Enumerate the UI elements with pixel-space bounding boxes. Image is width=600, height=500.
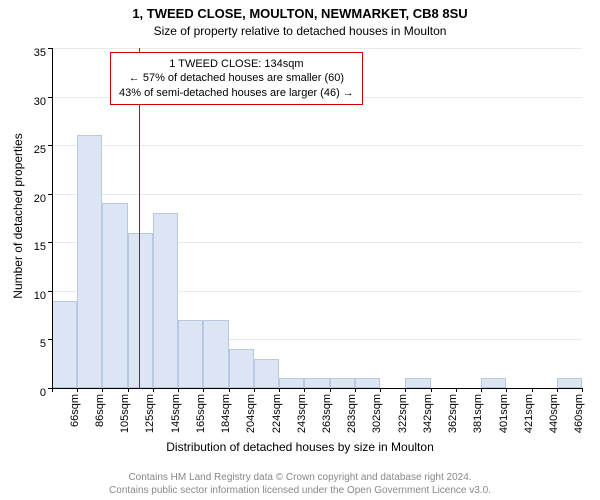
histogram-bar — [128, 233, 153, 388]
annotation-line: 1 TWEED CLOSE: 134sqm — [119, 57, 354, 71]
annotation-box: 1 TWEED CLOSE: 134sqm← 57% of detached h… — [110, 52, 363, 105]
x-tick-label: 283sqm — [346, 394, 358, 433]
x-tick-label: 165sqm — [195, 394, 207, 433]
x-tick-label: 105sqm — [119, 394, 131, 433]
x-axis-label: Distribution of detached houses by size … — [0, 440, 600, 454]
x-tick-label: 401sqm — [498, 394, 510, 433]
x-tick-label: 460sqm — [573, 394, 585, 433]
x-tick-label: 66sqm — [69, 394, 81, 427]
y-tick-label: 0 — [40, 387, 46, 399]
y-tick-label: 25 — [34, 144, 46, 156]
y-tick-label: 5 — [40, 338, 46, 350]
x-tick-label: 421sqm — [523, 394, 535, 433]
histogram-bar — [153, 213, 178, 388]
histogram-bar — [229, 349, 254, 388]
x-tick-label: 145sqm — [170, 394, 182, 433]
x-tick-label: 125sqm — [144, 394, 156, 433]
histogram-bar — [355, 378, 380, 388]
x-tick-label: 440sqm — [548, 394, 560, 433]
x-tick-label: 362sqm — [447, 394, 459, 433]
histogram-bar — [330, 378, 355, 388]
histogram-bar — [52, 301, 77, 388]
chart-title-main: 1, TWEED CLOSE, MOULTON, NEWMARKET, CB8 … — [0, 6, 600, 21]
chart-container: { "chart": { "type": "histogram", "title… — [0, 0, 600, 500]
histogram-bar — [279, 378, 304, 388]
chart-title-sub: Size of property relative to detached ho… — [0, 24, 600, 38]
histogram-bar — [557, 378, 582, 388]
annotation-line: 43% of semi-detached houses are larger (… — [119, 86, 354, 100]
y-tick-label: 35 — [34, 47, 46, 59]
x-tick-label: 302sqm — [371, 394, 383, 433]
annotation-line: ← 57% of detached houses are smaller (60… — [119, 71, 354, 85]
x-tick-label: 381sqm — [472, 394, 484, 433]
x-tick-label: 243sqm — [296, 394, 308, 433]
x-tick-label: 322sqm — [397, 394, 409, 433]
histogram-bar — [77, 135, 102, 388]
y-axis-label: Number of detached properties — [11, 106, 25, 326]
gridline — [52, 145, 582, 146]
x-tick-label: 184sqm — [220, 394, 232, 433]
footer-line-1: Contains HM Land Registry data © Crown c… — [0, 472, 600, 483]
histogram-bar — [304, 378, 329, 388]
x-tick-label: 263sqm — [321, 394, 333, 433]
histogram-bar — [405, 378, 430, 388]
x-tick-label: 224sqm — [271, 394, 283, 433]
gridline — [52, 194, 582, 195]
x-tick-label: 204sqm — [245, 394, 257, 433]
x-tick-label: 342sqm — [422, 394, 434, 433]
y-tick-label: 15 — [34, 241, 46, 253]
histogram-bar — [254, 359, 279, 388]
y-tick-label: 10 — [34, 290, 46, 302]
histogram-bar — [203, 320, 228, 388]
histogram-bar — [102, 203, 127, 388]
x-tick-label: 86sqm — [94, 394, 106, 427]
histogram-bar — [178, 320, 203, 388]
y-tick-label: 20 — [34, 193, 46, 205]
footer-line-2: Contains public sector information licen… — [0, 485, 600, 496]
gridline — [52, 48, 582, 49]
y-tick-label: 30 — [34, 96, 46, 108]
histogram-bar — [481, 378, 506, 388]
